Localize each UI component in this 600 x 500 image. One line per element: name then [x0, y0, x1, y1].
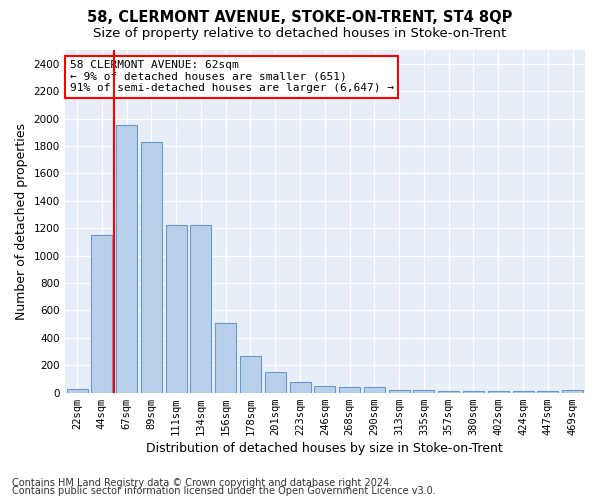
- Bar: [190, 226, 211, 392]
- Bar: [141, 142, 162, 393]
- Bar: [314, 386, 335, 392]
- Text: Contains public sector information licensed under the Open Government Licence v3: Contains public sector information licen…: [12, 486, 436, 496]
- Bar: [67, 388, 88, 392]
- Bar: [339, 386, 360, 392]
- Bar: [562, 390, 583, 392]
- Text: Size of property relative to detached houses in Stoke-on-Trent: Size of property relative to detached ho…: [94, 28, 506, 40]
- Bar: [265, 372, 286, 392]
- Bar: [91, 235, 112, 392]
- Bar: [290, 382, 311, 392]
- Y-axis label: Number of detached properties: Number of detached properties: [15, 123, 28, 320]
- Bar: [364, 387, 385, 392]
- Bar: [240, 356, 261, 392]
- Bar: [389, 390, 410, 392]
- Bar: [215, 323, 236, 392]
- Bar: [413, 390, 434, 392]
- Bar: [116, 126, 137, 392]
- Text: 58 CLERMONT AVENUE: 62sqm
← 9% of detached houses are smaller (651)
91% of semi-: 58 CLERMONT AVENUE: 62sqm ← 9% of detach…: [70, 60, 394, 94]
- Bar: [166, 226, 187, 392]
- Text: 58, CLERMONT AVENUE, STOKE-ON-TRENT, ST4 8QP: 58, CLERMONT AVENUE, STOKE-ON-TRENT, ST4…: [88, 10, 512, 25]
- Text: Contains HM Land Registry data © Crown copyright and database right 2024.: Contains HM Land Registry data © Crown c…: [12, 478, 392, 488]
- X-axis label: Distribution of detached houses by size in Stoke-on-Trent: Distribution of detached houses by size …: [146, 442, 503, 455]
